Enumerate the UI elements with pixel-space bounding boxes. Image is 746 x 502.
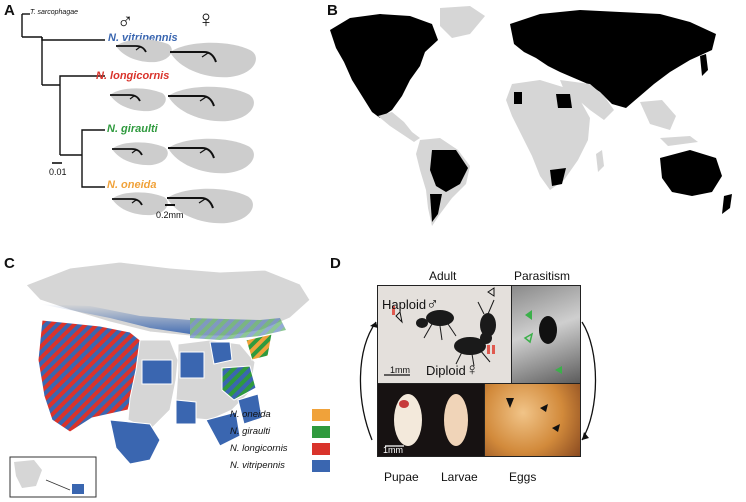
outgroup-label: T. sarcophagae xyxy=(30,9,78,16)
pupae-scale-label: 1mm xyxy=(383,445,403,455)
male-symbol: ♂ xyxy=(117,8,134,33)
legend-label-longicornis: N. longicornis xyxy=(230,443,288,454)
photo-eggs xyxy=(484,383,581,457)
legend-swatch-longicornis xyxy=(312,443,330,455)
label-pupae: Pupae xyxy=(384,470,419,484)
label-larvae: Larvae xyxy=(441,470,478,484)
legend-label-vitripennis: N. vitripennis xyxy=(230,460,285,471)
tree-scale-label: 0.01 xyxy=(49,167,67,177)
legend-label-giraulti: N. giraulti xyxy=(230,426,271,437)
species-label-vitripennis: N. vitripennis xyxy=(108,32,178,44)
panel-letter-c: C xyxy=(4,255,15,272)
label-haploid: Haploid♂ xyxy=(382,294,439,313)
panel-letter-d: D xyxy=(330,255,341,272)
label-adult: Adult xyxy=(429,269,457,283)
legend-swatch-giraulti xyxy=(312,426,330,438)
species-label-giraulti: N. giraulti xyxy=(107,123,158,135)
legend-swatch-vitripennis xyxy=(312,460,330,472)
species-label-longicornis: N. longicornis xyxy=(96,70,170,82)
label-parasitism: Parasitism xyxy=(514,269,571,283)
adult-scale-label: 1mm xyxy=(390,365,410,375)
wing-scale-label: 0.2mm xyxy=(156,210,184,220)
legend-swatch-oneida xyxy=(312,409,330,421)
species-label-oneida: N. oneida xyxy=(107,179,157,191)
panel-letter-a: A xyxy=(4,2,15,19)
legend-label-oneida: N. oneida xyxy=(230,409,271,420)
panel-letter-b: B xyxy=(327,2,338,19)
label-eggs: Eggs xyxy=(509,470,537,484)
label-diploid: Diploid♀ xyxy=(426,360,479,379)
female-symbol: ♀ xyxy=(197,6,215,33)
